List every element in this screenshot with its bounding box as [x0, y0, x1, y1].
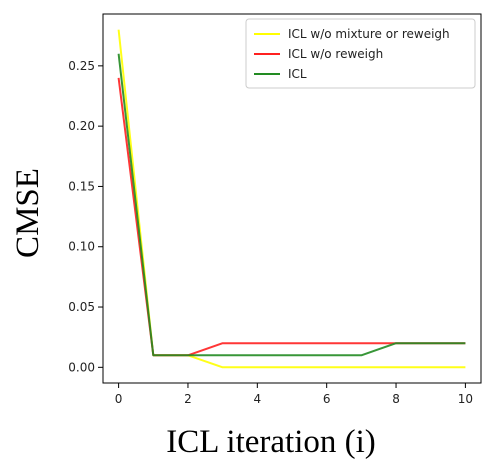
x-axis: 0 2 4 6 8 10 — [115, 383, 473, 406]
legend-box — [245, 18, 476, 89]
y-axis-label: CMSE — [10, 168, 46, 258]
legend: ICL w/o mixture or reweigh ICL w/o reweig… — [245, 18, 476, 89]
x-tick-label: 0 — [115, 392, 123, 406]
y-tick-label: 0.15 — [68, 179, 95, 193]
x-tick-label: 8 — [392, 392, 400, 406]
y-tick-label: 0.10 — [68, 240, 95, 254]
legend-label: ICL — [288, 67, 307, 81]
legend-label: ICL w/o mixture or reweigh — [288, 27, 450, 41]
y-tick-label: 0.05 — [68, 300, 95, 314]
y-axis: 0.00 0.05 0.10 0.15 0.20 0.25 — [68, 59, 103, 374]
x-tick-label: 6 — [323, 392, 331, 406]
y-tick-label: 0.20 — [68, 119, 95, 133]
plot-frame — [102, 13, 482, 384]
x-axis-label: ICL iteration (i) — [166, 424, 376, 460]
x-tick-label: 2 — [184, 392, 192, 406]
x-tick-label: 4 — [254, 392, 262, 406]
series-line-3 — [117, 53, 466, 357]
series-layer — [117, 29, 466, 369]
y-tick-label: 0.25 — [68, 59, 95, 73]
legend-label: ICL w/o reweigh — [288, 47, 383, 61]
y-tick-label: 0.00 — [68, 360, 95, 374]
x-tick-label: 10 — [458, 392, 473, 406]
